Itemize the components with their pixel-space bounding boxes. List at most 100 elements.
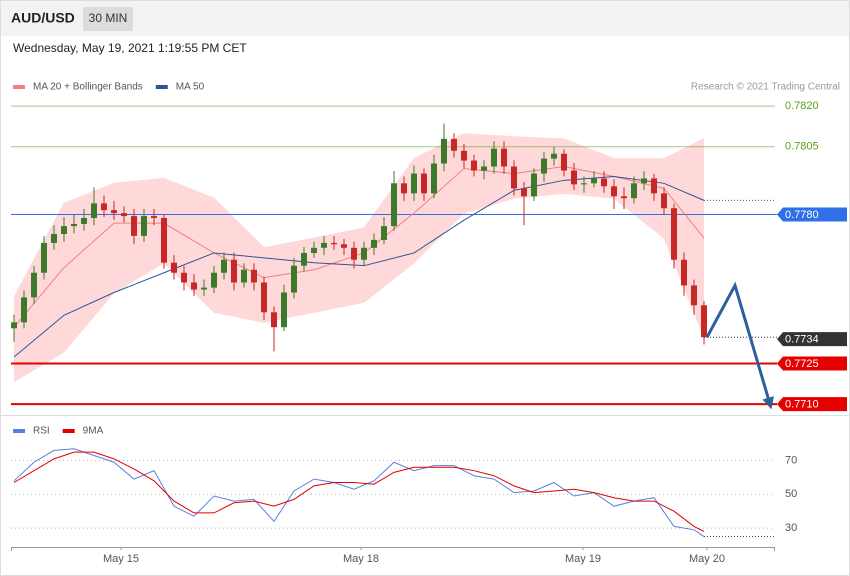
candle-body (81, 217, 87, 224)
candle-body (301, 252, 307, 266)
symbol: AUD/USD (11, 10, 75, 26)
level-label: 0.7805 (785, 141, 819, 153)
candle-body (381, 226, 387, 240)
candle-body (531, 173, 537, 197)
legend-label: 9MA (83, 426, 104, 437)
level-box (777, 356, 847, 371)
candle-body (351, 247, 357, 260)
candle-body (121, 213, 127, 217)
candle-body (161, 217, 167, 263)
candle-body (41, 242, 47, 273)
rsi-line (13, 451, 705, 532)
candle-body (661, 193, 667, 209)
candle-body (701, 305, 707, 338)
candle-body (681, 259, 687, 286)
legend-label: MA 20 + Bollinger Bands (33, 82, 143, 93)
candle-body (311, 247, 317, 253)
candle-body (401, 183, 407, 194)
legend-label: MA 50 (176, 82, 205, 93)
candle-body (511, 166, 517, 189)
candle-body (71, 223, 77, 227)
header-bar (1, 1, 849, 36)
y-tick-label: 70 (785, 454, 797, 466)
candle-body (571, 170, 577, 185)
candle-body (111, 210, 117, 214)
candle-body (51, 233, 57, 243)
candle-body (411, 173, 417, 194)
candle-body (391, 183, 397, 227)
legend-swatch (13, 85, 25, 89)
candle-body (481, 166, 487, 171)
candle-body (631, 183, 637, 199)
timestamp: Wednesday, May 19, 2021 1:19:55 PM CET (13, 41, 247, 55)
forecast-arrow (705, 281, 774, 410)
level-label: 0.7780 (785, 209, 819, 221)
candle-body (421, 173, 427, 194)
x-tick-label: May 19 (565, 553, 601, 565)
candle-body (471, 160, 477, 171)
candle-body (371, 239, 377, 248)
candle-body (31, 272, 37, 298)
candle-body (171, 262, 177, 273)
candle-body (551, 153, 557, 159)
band-upper (13, 133, 705, 298)
candle-body (91, 203, 97, 218)
candle-body (581, 183, 587, 185)
legend-swatch (13, 429, 25, 433)
x-tick-label: May 18 (343, 553, 379, 565)
candle-body (271, 312, 277, 328)
candle-body (671, 208, 677, 260)
candle-body (211, 272, 217, 288)
timeframe-box[interactable] (83, 7, 133, 31)
candle-body (541, 158, 547, 174)
candle-body (101, 203, 107, 211)
level-box (777, 397, 847, 412)
candle-body (321, 242, 327, 248)
rsi-line (13, 448, 705, 537)
candle-body (621, 196, 627, 199)
level-label: 0.7734 (785, 334, 819, 346)
candle-body (521, 188, 527, 197)
candle-body (501, 148, 507, 167)
candle-body (591, 178, 597, 184)
candle-body (191, 282, 197, 290)
timeframe[interactable]: 30 MIN (89, 11, 128, 25)
candle-body (461, 150, 467, 161)
candle-body (181, 272, 187, 283)
legend-swatch (155, 85, 168, 89)
candle-body (361, 247, 367, 260)
plot: 0.7820 0.7805 0.7780 0.7734 0.7725 0.7710 MA 2… (11, 82, 847, 565)
candle-body (611, 186, 617, 197)
candle-body (331, 242, 337, 245)
level-label: 0.7820 (785, 100, 819, 112)
candle-body (11, 322, 17, 329)
credit: Research © 2021 Trading Central (691, 82, 840, 93)
candle-body (281, 292, 287, 328)
candle-body (641, 178, 647, 184)
x-tick-label: May 20 (689, 553, 725, 565)
candle-body (151, 216, 157, 218)
candle-body (231, 259, 237, 283)
candle-body (441, 138, 447, 164)
candle-body (131, 216, 137, 236)
candle-body (651, 178, 657, 194)
legend-swatch (62, 429, 75, 433)
legend-label: RSI (33, 426, 50, 437)
candle-body (341, 244, 347, 248)
level-label: 0.7710 (785, 399, 819, 411)
candle-body (601, 178, 607, 187)
band-lower (13, 192, 705, 383)
candle-body (221, 259, 227, 273)
level-label: 0.7725 (785, 358, 819, 370)
candle-body (431, 163, 437, 194)
candle-body (201, 287, 207, 290)
candle-body (241, 269, 247, 283)
candle-body (691, 285, 697, 306)
candle-body (451, 138, 457, 151)
candle-body (261, 282, 267, 313)
candle-body (141, 216, 147, 236)
candle-body (61, 226, 67, 234)
x-tick-label: May 15 (103, 553, 139, 565)
